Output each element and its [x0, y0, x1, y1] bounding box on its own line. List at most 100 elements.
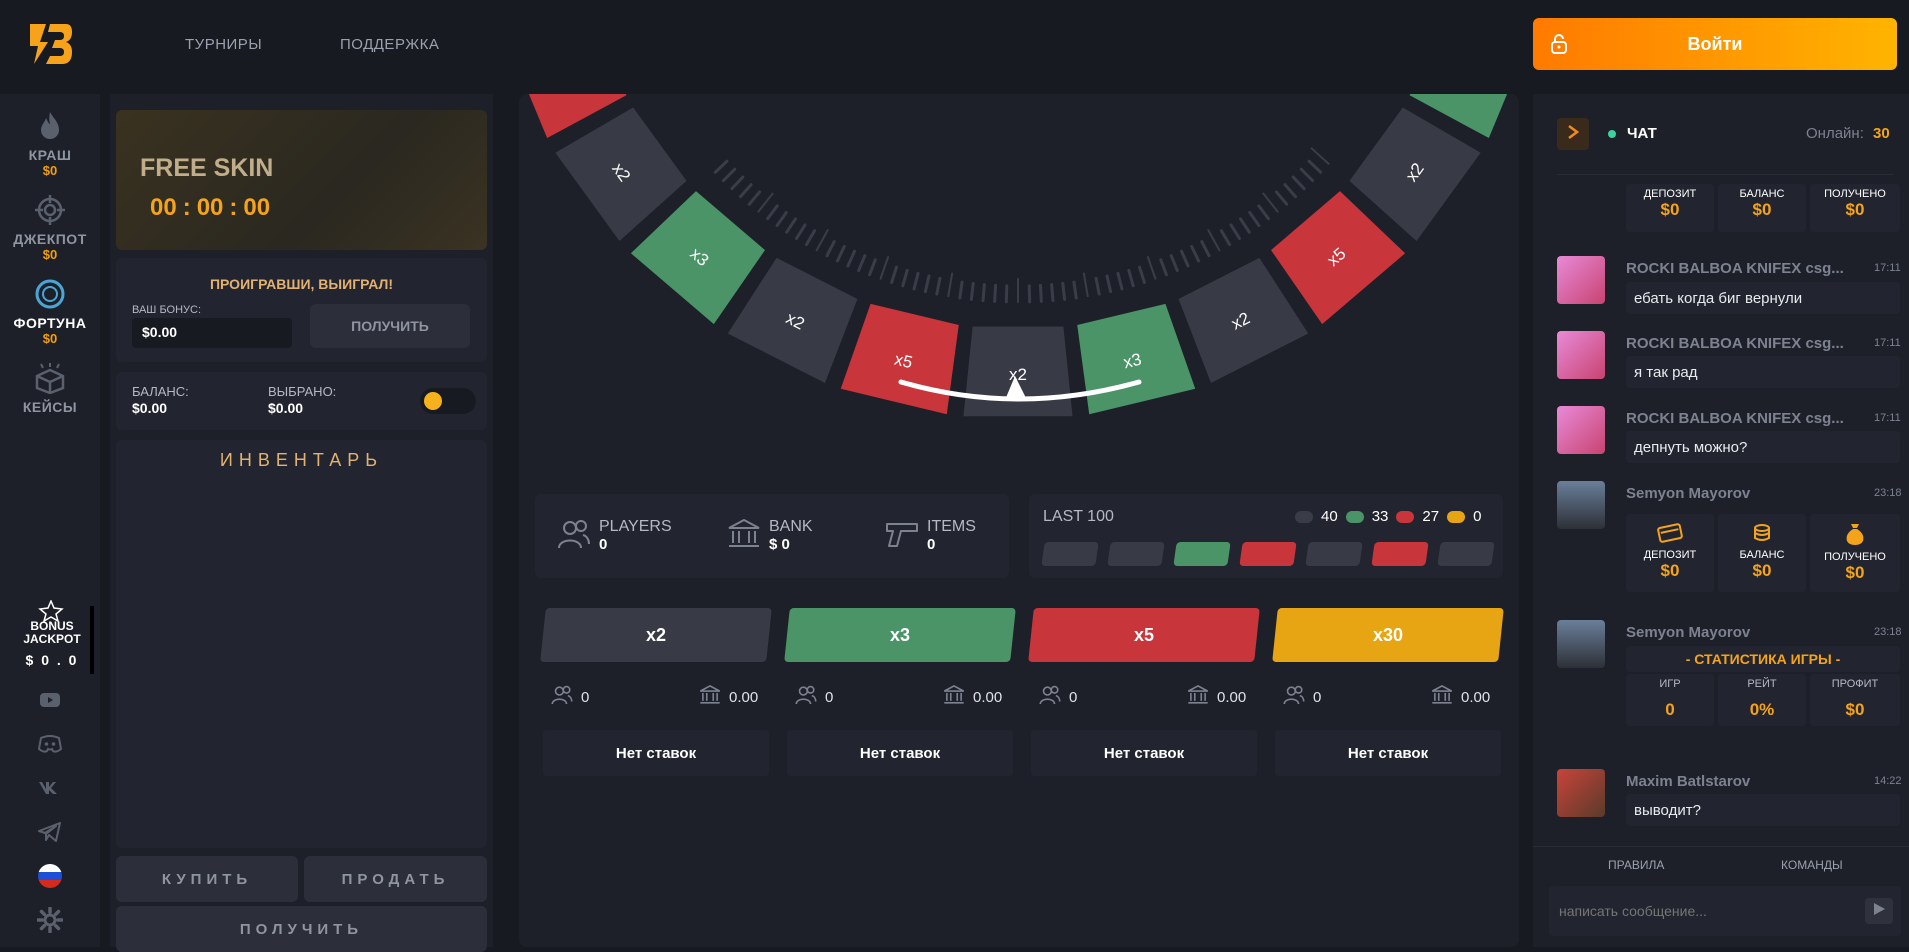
sidebar-amount: $0	[0, 247, 100, 262]
players-icon	[1039, 684, 1061, 710]
received-value: $0	[1810, 563, 1900, 583]
history-chip-red	[1371, 542, 1428, 566]
discord-icon[interactable]	[36, 730, 64, 758]
history-chip-green	[1173, 542, 1230, 566]
message-time: 14:22	[1874, 775, 1902, 787]
wheel-tick	[827, 242, 834, 256]
sidebar-item-crash[interactable]: КРАШ $0	[0, 110, 100, 178]
players-value: 0	[599, 536, 672, 553]
bet-players-value: 0	[1069, 689, 1077, 706]
bonus-jackpot-line2: JACKPOT	[23, 632, 80, 646]
chat-collapse-button[interactable]	[1557, 118, 1589, 150]
login-label: Войти	[1688, 34, 1743, 55]
message-author[interactable]: Semyon Mayorov	[1626, 624, 1750, 641]
chat-message-input[interactable]	[1559, 898, 1849, 924]
avatar[interactable]	[1557, 481, 1605, 529]
lock-icon	[1547, 32, 1571, 61]
wheel-tick	[1231, 225, 1239, 239]
tab-rules[interactable]: ПРАВИЛА	[1608, 858, 1664, 872]
vk-icon[interactable]	[36, 774, 64, 802]
selected-label: ВЫБРАНО:	[268, 384, 336, 399]
message-author[interactable]: ROCKI BALBOA KNIFEX csg...	[1626, 335, 1844, 352]
bet-x2-button[interactable]: x2	[540, 608, 772, 662]
wheel-tick	[1263, 194, 1277, 212]
login-button[interactable]: Войти	[1533, 18, 1897, 70]
site-logo[interactable]	[26, 20, 74, 68]
bank-label: BANK	[769, 518, 813, 536]
wheel-tick	[796, 225, 804, 239]
receive-button[interactable]: ПОЛУЧИТЬ	[116, 906, 487, 952]
settings-gear-icon[interactable]	[36, 906, 64, 934]
message-author[interactable]: Semyon Mayorov	[1626, 485, 1750, 502]
message-author[interactable]: ROCKI BALBOA KNIFEX csg...	[1626, 260, 1844, 277]
sidebar-label: ДЖЕКПОТ	[0, 231, 100, 247]
wheel-tick	[787, 219, 796, 232]
wheel-tick	[1301, 169, 1312, 180]
wheel-tick	[1259, 206, 1269, 219]
tab-commands[interactable]: КОМАНДЫ	[1781, 858, 1843, 872]
avatar[interactable]	[1557, 769, 1605, 817]
wheel-tick	[1182, 251, 1189, 266]
gold-swatch	[1447, 511, 1465, 523]
message-time: 17:11	[1874, 262, 1901, 274]
wheel-tick	[1312, 148, 1329, 163]
wheel-tick	[1140, 267, 1145, 282]
telegram-icon[interactable]	[36, 818, 64, 846]
message-author[interactable]: Maxim Batlstarov	[1626, 773, 1750, 790]
deposit-value: $0	[1626, 200, 1714, 220]
buy-button[interactable]: КУПИТЬ	[116, 856, 298, 902]
sell-button[interactable]: ПРОДАТЬ	[304, 856, 487, 902]
profit-stat: ПРОФИТ$0	[1810, 674, 1900, 726]
send-icon	[1872, 902, 1886, 921]
youtube-icon[interactable]	[36, 686, 64, 714]
bet-x5-button[interactable]: x5	[1028, 608, 1260, 662]
bet-x30-button[interactable]: x30	[1272, 608, 1504, 662]
nav-tournaments[interactable]: ТУРНИРЫ	[185, 36, 262, 53]
online-label: Онлайн:	[1806, 125, 1864, 142]
chevron-right-icon	[1567, 125, 1579, 144]
sidebar-item-jackpot[interactable]: ДЖЕКПОТ $0	[0, 194, 100, 262]
card-icon	[1626, 522, 1714, 549]
wheel-tick	[948, 273, 952, 296]
bonus-jackpot-widget[interactable]: BONUS JACKPOT $ 0 . 0	[14, 606, 94, 674]
received-stat: ПОЛУЧЕНО$0	[1810, 184, 1900, 232]
pistol-icon	[885, 518, 919, 555]
wheel-tick	[1293, 177, 1304, 189]
profit-value: $0	[1810, 700, 1900, 720]
nav-support[interactable]: ПОДДЕРЖКА	[340, 36, 439, 53]
avatar[interactable]	[1557, 620, 1605, 668]
wheel-tick	[859, 256, 865, 271]
selection-toggle[interactable]	[420, 388, 476, 414]
sidebar-item-fortune[interactable]: ФОРТУНА $0	[0, 278, 100, 346]
message-author[interactable]: ROCKI BALBOA KNIFEX csg...	[1626, 410, 1844, 427]
left-column: FREE SKIN 00 : 00 : 00 ПРОИГРАВШИ, ВЫИГР…	[110, 94, 493, 947]
no-bets-placeholder: Нет ставок	[1031, 730, 1257, 776]
wheel-tick	[732, 177, 743, 189]
avatar[interactable]	[1557, 406, 1605, 454]
bet-players-value: 0	[581, 689, 589, 706]
bet-players-value: 0	[1313, 689, 1321, 706]
message-text: ебать когда биг вернули	[1626, 282, 1900, 314]
get-bonus-button[interactable]: ПОЛУЧИТЬ	[310, 304, 470, 348]
balance-panel: БАЛАНС: $0.00 ВЫБРАНО: $0.00	[116, 372, 487, 430]
items-value: 0	[927, 536, 976, 553]
avatar[interactable]	[1557, 256, 1605, 304]
avatar[interactable]	[1557, 331, 1605, 379]
history-chip-gray	[1437, 542, 1494, 566]
russia-flag-icon[interactable]	[36, 862, 64, 890]
balance-value: $0	[1718, 561, 1806, 581]
bet-bank-value: 0.00	[729, 689, 758, 706]
bet-bank-value: 0.00	[1217, 689, 1246, 706]
wheel-tick	[768, 206, 778, 219]
rate-label: РЕЙТ	[1718, 678, 1806, 690]
sidebar-amount: $0	[0, 331, 100, 346]
players-icon	[795, 684, 817, 710]
free-skin-panel[interactable]: FREE SKIN 00 : 00 : 00	[116, 110, 487, 250]
bet-x3-button[interactable]: x3	[784, 608, 1016, 662]
players-label: PLAYERS	[599, 518, 672, 536]
sidebar-item-cases[interactable]: КЕЙСЫ	[0, 362, 100, 415]
wheel-tick	[1285, 185, 1296, 197]
send-button[interactable]	[1865, 898, 1893, 924]
bank-icon	[727, 518, 761, 555]
